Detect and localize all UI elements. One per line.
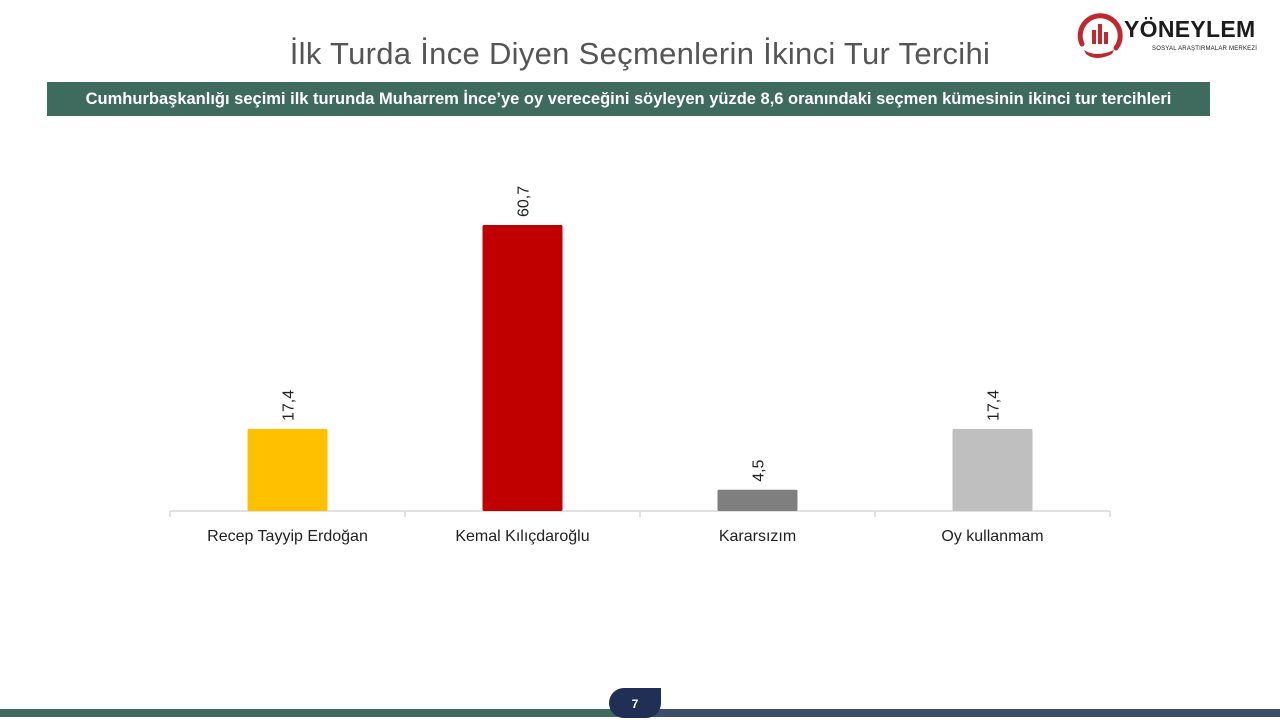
- logo-mark-icon: [1077, 13, 1123, 58]
- data-label: 60,7: [516, 186, 533, 217]
- footer-line-right: [650, 709, 1280, 717]
- category-label: Oy kullanmam: [941, 528, 1043, 545]
- logo-tagline: SOSYAL ARAŞTIRMALAR MERKEZİ: [1152, 46, 1258, 52]
- category-label: Recep Tayyip Erdoğan: [207, 528, 368, 545]
- page-title: İlk Turda İnce Diyen Seçmenlerin İkinci …: [289, 36, 991, 71]
- bar: [247, 429, 328, 511]
- logo-name: YÖNEYLEM: [1124, 16, 1256, 42]
- data-label: 17,4: [986, 390, 1003, 421]
- bar: [717, 489, 798, 511]
- data-label: 17,4: [281, 390, 298, 421]
- category-label: Kararsızım: [719, 528, 796, 545]
- subtitle-band: Cumhurbaşkanlığı seçimi ilk turunda Muha…: [47, 82, 1210, 116]
- brand-logo: YÖNEYLEM SOSYAL ARAŞTIRMALAR MERKEZİ: [1076, 10, 1272, 66]
- category-label: Kemal Kılıçdaroğlu: [455, 528, 589, 545]
- subtitle-text: Cumhurbaşkanlığı seçimi ilk turunda Muha…: [85, 90, 1172, 108]
- page-number: 7: [631, 697, 639, 711]
- page-number-badge: 7: [609, 688, 661, 718]
- bar: [952, 429, 1033, 511]
- footer-line-left: [0, 709, 618, 717]
- data-label: 4,5: [751, 459, 768, 481]
- bar: [482, 225, 563, 511]
